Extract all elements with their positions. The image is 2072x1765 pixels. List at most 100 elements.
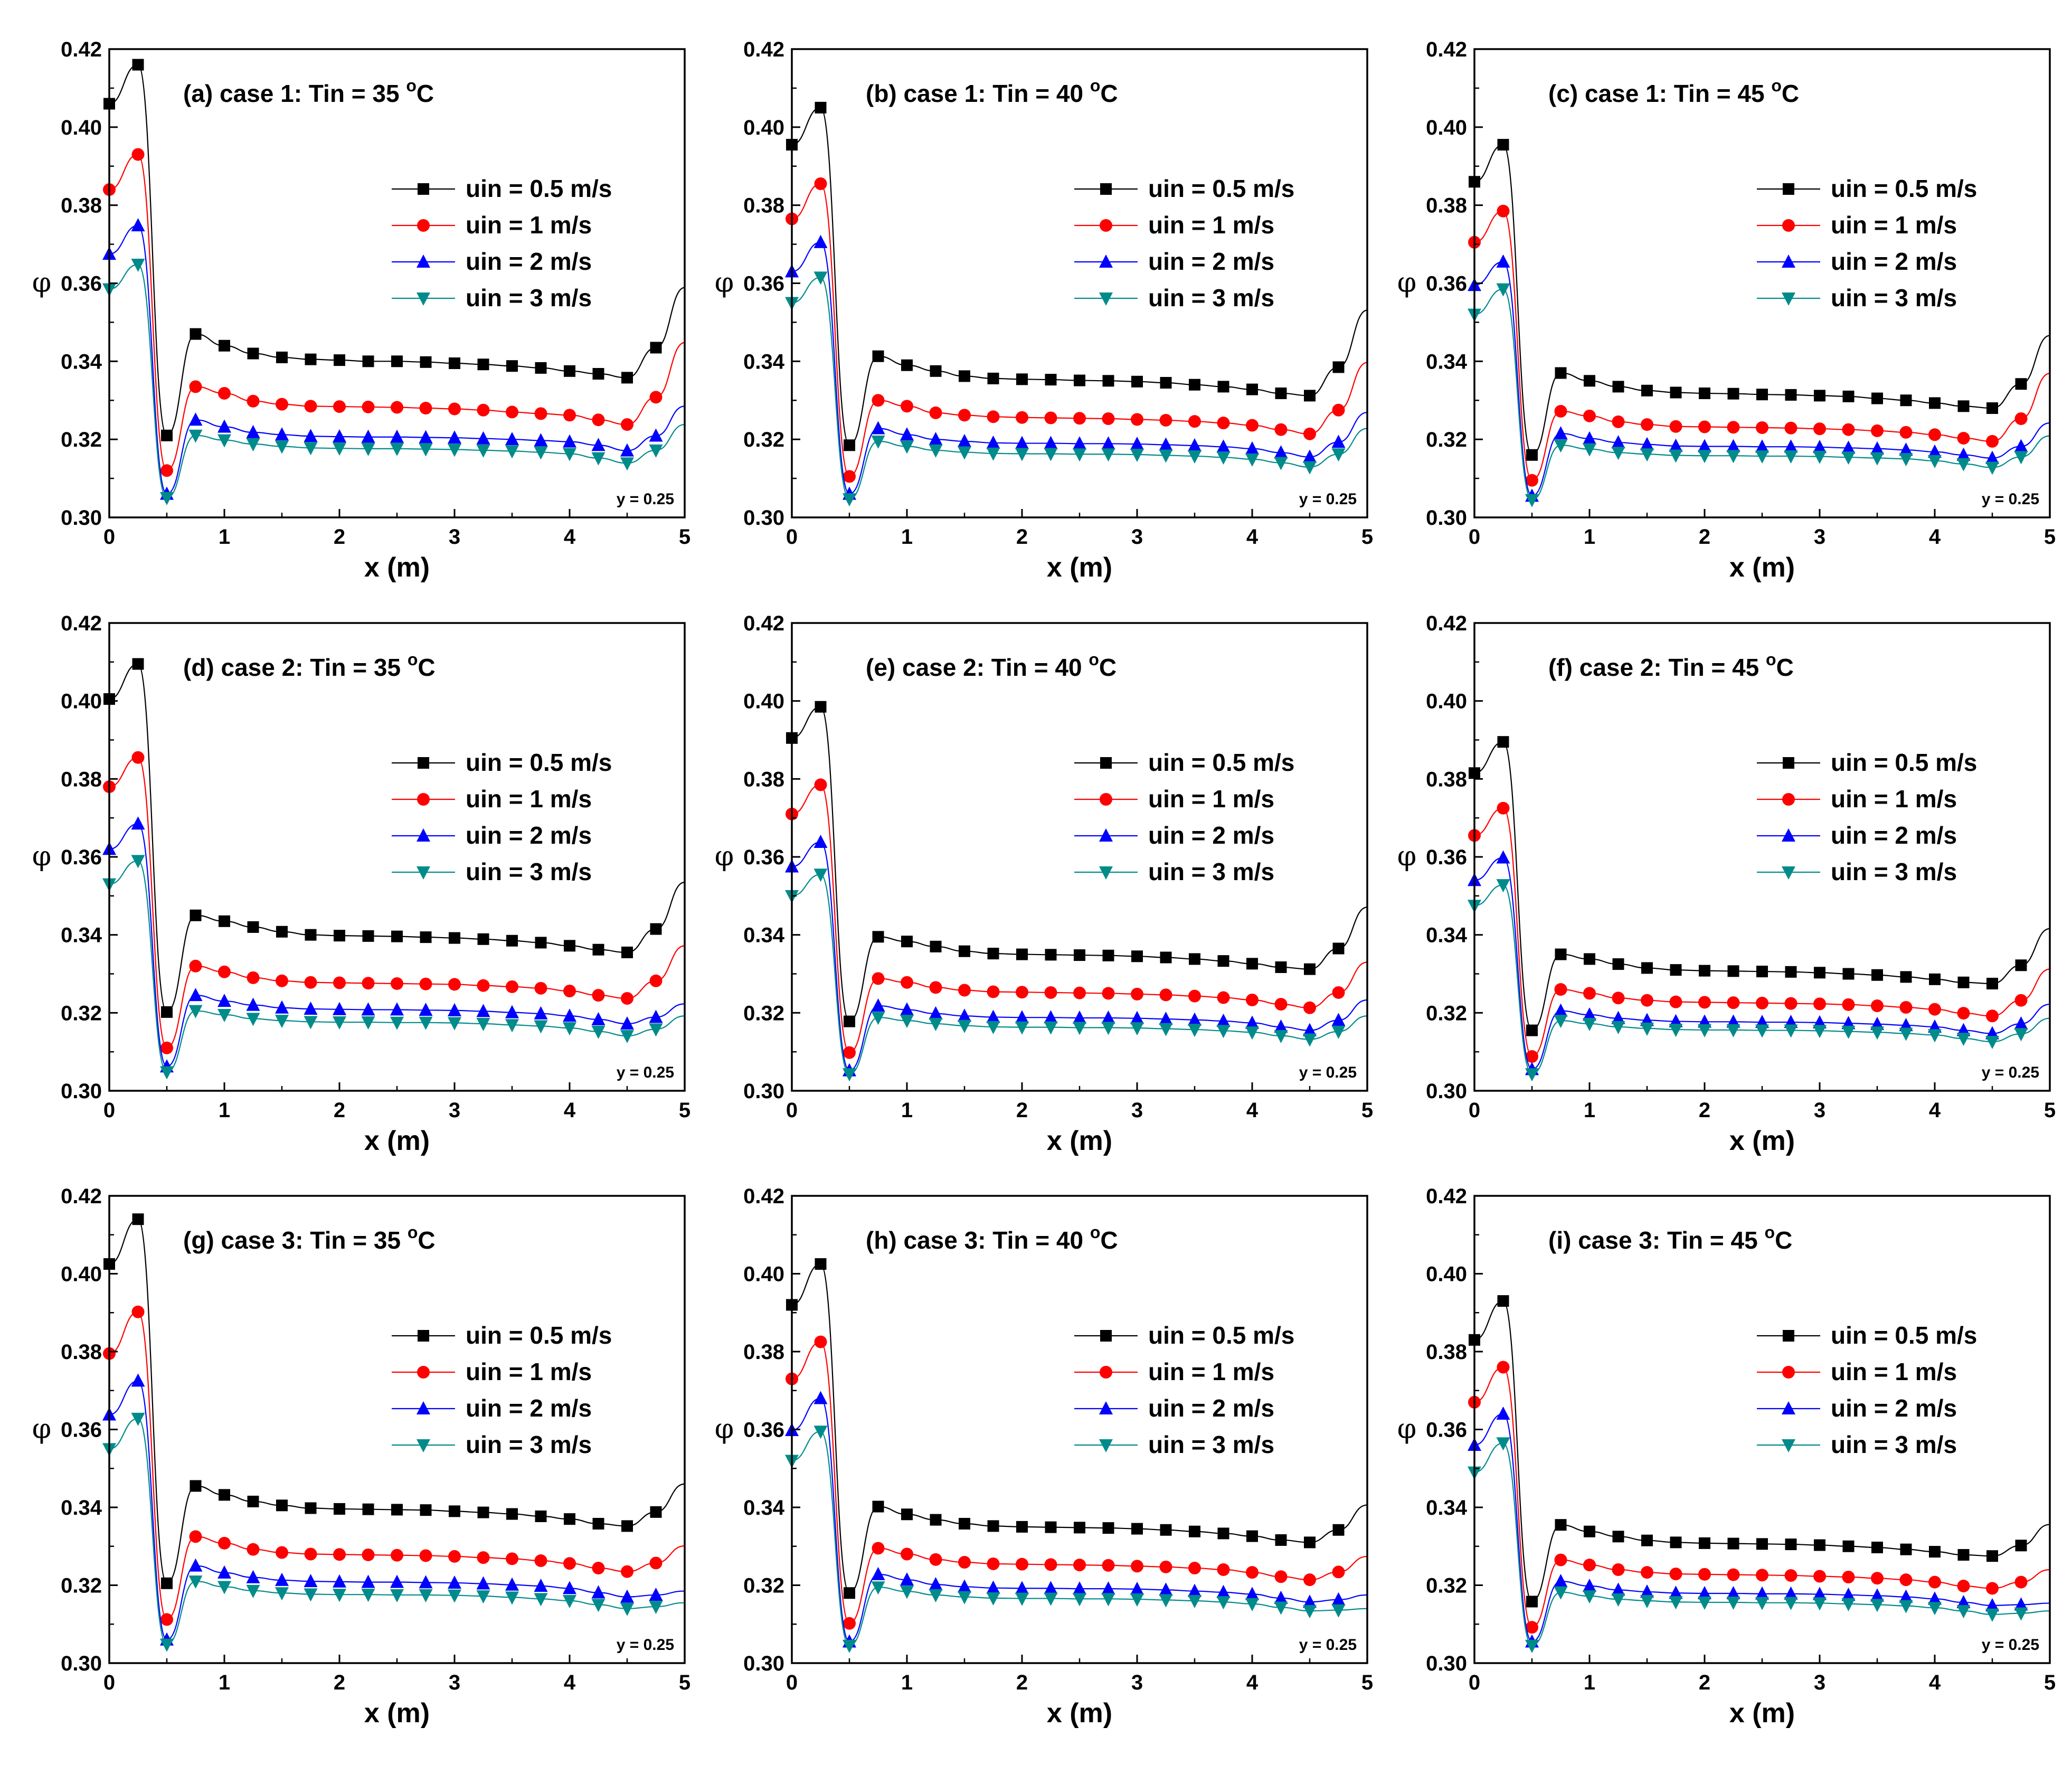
data-point bbox=[1641, 384, 1653, 397]
data-point bbox=[563, 409, 576, 422]
series-4 bbox=[1468, 283, 2050, 507]
x-tick-label: 4 bbox=[1246, 525, 1259, 549]
data-point bbox=[1612, 1531, 1624, 1543]
data-point bbox=[1016, 948, 1028, 960]
data-point bbox=[1188, 1562, 1201, 1575]
data-point bbox=[649, 1023, 663, 1037]
data-point bbox=[1102, 949, 1114, 961]
data-point bbox=[1189, 1525, 1200, 1537]
data-point bbox=[362, 1548, 375, 1561]
data-point bbox=[448, 402, 461, 416]
legend-label: uin = 1 m/s bbox=[1148, 1358, 1274, 1385]
data-point bbox=[1497, 801, 1510, 815]
data-point bbox=[1332, 403, 1345, 417]
data-point bbox=[843, 493, 856, 507]
legend-label: uin = 3 m/s bbox=[1831, 284, 1957, 312]
y-tick-label: 0.32 bbox=[743, 428, 784, 451]
y-tick-label: 0.30 bbox=[1426, 1652, 1467, 1675]
x-tick-label: 2 bbox=[334, 525, 345, 549]
data-point bbox=[1526, 449, 1538, 461]
data-point bbox=[621, 372, 633, 384]
data-point bbox=[333, 1002, 346, 1015]
data-point bbox=[900, 1572, 914, 1586]
data-point bbox=[564, 1513, 575, 1525]
legend-label: uin = 0.5 m/s bbox=[466, 749, 612, 776]
y-tick-label: 0.42 bbox=[743, 38, 784, 61]
y-axis-title: φ bbox=[715, 267, 734, 299]
data-point bbox=[1611, 435, 1625, 449]
data-point bbox=[131, 1412, 145, 1426]
data-point bbox=[1497, 204, 1510, 218]
legend-label: uin = 1 m/s bbox=[466, 211, 592, 239]
data-point bbox=[872, 1542, 885, 1555]
data-point bbox=[1554, 1574, 1568, 1588]
data-point bbox=[420, 356, 432, 368]
data-point bbox=[1756, 421, 1768, 434]
data-point bbox=[1698, 996, 1711, 1009]
legend-label: uin = 0.5 m/s bbox=[1148, 1322, 1294, 1349]
data-point bbox=[1496, 254, 1510, 268]
data-point bbox=[391, 930, 403, 942]
legend-marker bbox=[1782, 866, 1795, 880]
data-point bbox=[1044, 1592, 1058, 1606]
chart-panel-b: 0.30 0.32 0.34 0.36 0.38 0.40 0.42 0 1 2 3 4 5 x (m) φ… bbox=[715, 38, 1373, 583]
data-point bbox=[592, 1562, 605, 1575]
data-point bbox=[1899, 453, 1913, 467]
series-4 bbox=[102, 259, 685, 506]
y-tick-label: 0.30 bbox=[1426, 1080, 1467, 1103]
data-point bbox=[929, 981, 942, 994]
data-point bbox=[1554, 426, 1568, 440]
data-point bbox=[1669, 995, 1682, 1008]
data-point bbox=[190, 328, 202, 340]
data-point bbox=[872, 972, 885, 985]
data-point bbox=[247, 971, 260, 984]
x-tick-label: 2 bbox=[334, 1099, 345, 1122]
data-point bbox=[1303, 461, 1317, 475]
x-tick-label: 5 bbox=[679, 1671, 690, 1694]
legend: uin = 0.5 m/s uin = 1 m/s uin = 2 m/s uin =… bbox=[392, 749, 612, 885]
data-point bbox=[1217, 381, 1229, 393]
data-point bbox=[814, 778, 827, 791]
data-point bbox=[1074, 949, 1085, 961]
data-point bbox=[901, 976, 913, 989]
data-point bbox=[506, 980, 518, 993]
data-point bbox=[1044, 1581, 1058, 1594]
data-point bbox=[1160, 376, 1172, 389]
data-point bbox=[1217, 991, 1230, 1004]
data-point bbox=[1669, 1024, 1683, 1037]
y-tick-label: 0.38 bbox=[1426, 768, 1467, 791]
data-point bbox=[333, 1548, 346, 1561]
data-point bbox=[1956, 1033, 1971, 1046]
y-tick-label: 0.38 bbox=[61, 194, 102, 218]
data-point bbox=[958, 446, 971, 460]
y-axis-title: φ bbox=[32, 1413, 51, 1445]
data-point bbox=[958, 1008, 971, 1022]
data-point bbox=[1016, 373, 1028, 385]
series-2 bbox=[1468, 204, 2050, 487]
data-point bbox=[391, 1549, 403, 1562]
data-point bbox=[987, 372, 999, 384]
data-point bbox=[1015, 1581, 1029, 1594]
data-point bbox=[1670, 1536, 1682, 1549]
data-point bbox=[246, 1013, 260, 1026]
data-point bbox=[1130, 448, 1144, 462]
data-point bbox=[304, 1001, 318, 1015]
y-tick-label: 0.40 bbox=[1426, 690, 1467, 713]
series-1 bbox=[786, 701, 1367, 1027]
data-point bbox=[1159, 1560, 1172, 1573]
data-point bbox=[1304, 1536, 1316, 1549]
data-point bbox=[929, 1553, 942, 1566]
data-point bbox=[620, 1030, 634, 1043]
data-point bbox=[448, 1589, 461, 1603]
data-point bbox=[305, 1502, 317, 1514]
data-point bbox=[1612, 958, 1624, 970]
x-tick-label: 0 bbox=[1469, 1671, 1480, 1694]
data-point bbox=[1699, 965, 1710, 977]
series-3 bbox=[102, 1373, 685, 1646]
data-point bbox=[1101, 1010, 1115, 1024]
data-point bbox=[1102, 412, 1115, 425]
data-point bbox=[333, 429, 346, 442]
data-point bbox=[1274, 1601, 1288, 1615]
y-tick-label: 0.38 bbox=[743, 768, 784, 791]
data-point bbox=[1583, 1559, 1596, 1572]
